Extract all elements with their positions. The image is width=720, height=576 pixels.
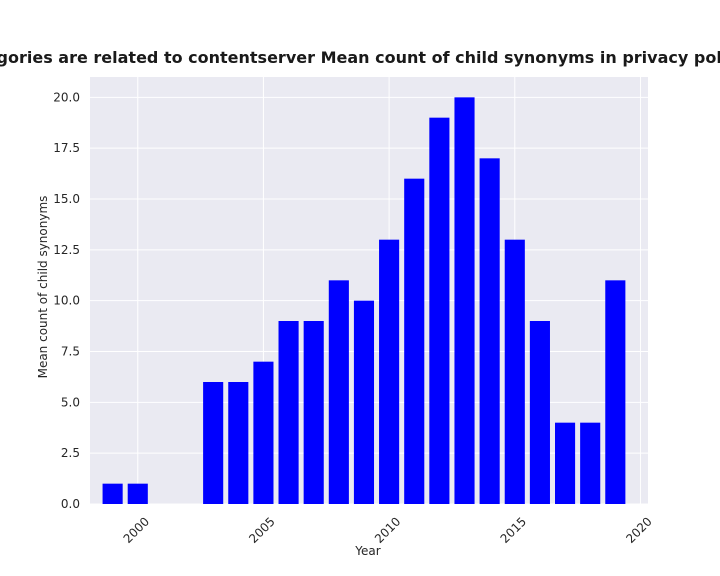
y-tick-label: 2.5	[61, 446, 80, 460]
bar-2018	[580, 422, 601, 504]
x-tick-label: 2000	[121, 514, 152, 545]
x-tick-label: 2020	[623, 514, 654, 545]
bar-2015	[504, 239, 525, 504]
bar-2011	[404, 178, 425, 504]
y-tick-label: 15.0	[53, 192, 80, 206]
x-tick-label: 2010	[372, 514, 403, 545]
bar-2006	[278, 321, 299, 504]
bar-1999	[102, 483, 123, 504]
y-tick-label: 10.0	[53, 294, 80, 308]
x-tick-label: 2005	[246, 514, 277, 545]
y-axis-label: Mean count of child synonyms	[36, 196, 50, 379]
bars	[102, 97, 626, 505]
x-tick-label: 2015	[498, 514, 529, 545]
y-tick-label: 12.5	[53, 243, 80, 257]
bar-2010	[379, 239, 400, 504]
bar-2013	[454, 97, 475, 504]
x-axis-ticks: 2000 2005 2010 2015 2020	[121, 514, 655, 545]
bar-2003	[203, 382, 224, 504]
bar-2012	[429, 117, 450, 505]
bar-2019	[605, 280, 626, 504]
y-tick-label: 5.0	[61, 395, 80, 409]
bar-2004	[228, 382, 249, 504]
bar-2000	[127, 483, 148, 504]
bar-2017	[555, 422, 576, 504]
y-tick-label: 0.0	[61, 497, 80, 511]
y-tick-label: 7.5	[61, 345, 80, 359]
bar-2014	[479, 158, 500, 505]
bar-2008	[328, 280, 349, 504]
y-tick-label: 17.5	[53, 141, 80, 155]
x-axis-label: Year	[354, 544, 380, 558]
bar-2016	[529, 321, 550, 504]
chart-title: en categories are related to contentserv…	[0, 48, 720, 67]
y-axis-ticks: 0.0 2.5 5.0 7.5 10.0 12.5 15.0 17.5 20.0	[53, 90, 80, 511]
bar-2007	[303, 321, 324, 504]
y-tick-label: 20.0	[53, 90, 80, 104]
bar-2009	[353, 300, 375, 504]
bar-2005	[253, 361, 274, 504]
